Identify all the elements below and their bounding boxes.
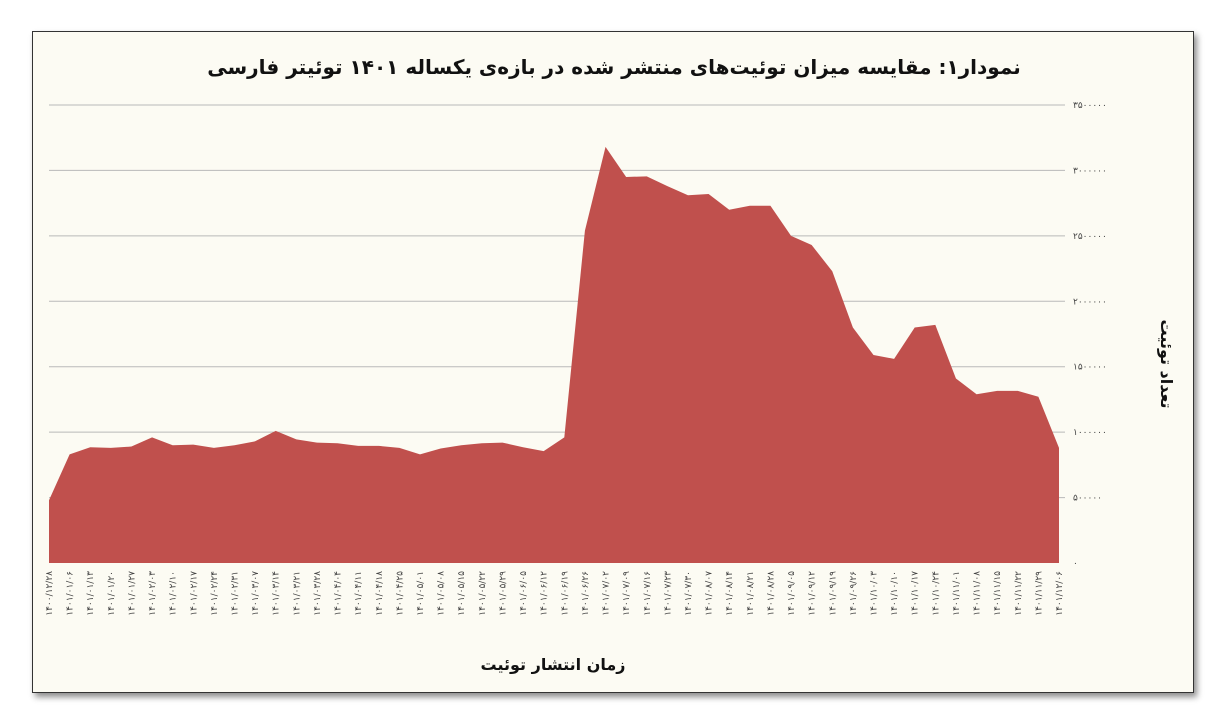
y-tick-label: ۵۰۰۰۰۰ xyxy=(1073,494,1102,504)
x-tick-label: ۱۴۰۱/۰۵/۰۱ xyxy=(416,571,426,616)
x-tick-label: ۱۴۰۱/۰۱/۰۶ xyxy=(66,571,76,616)
x-tick-label: ۱۴۰۱/۰۷/۳۰ xyxy=(684,571,694,616)
x-axis-title: زمان انتشار توئیت xyxy=(481,655,626,674)
x-tick-label: ۱۴۰۱/۱۱/۲۹ xyxy=(1034,571,1044,616)
x-tick-label: ۱۴۰۱/۰۷/۰۹ xyxy=(622,571,632,616)
chart-frame: نمودار۱: مقایسه میزان توئیت‌های منتشر شد… xyxy=(32,31,1194,693)
x-tick-label: ۱۴۰۱/۰۸/۲۱ xyxy=(746,571,756,616)
x-tick-label: ۱۴۰۱/۰۸/۰۷ xyxy=(705,571,715,616)
x-tick-label: ۱۴۰۱/۰۶/۱۲ xyxy=(540,571,550,616)
x-tick-label: ۱۴۰۱/۰۲/۰۳ xyxy=(148,571,158,616)
x-tick-label: ۱۴۰۱/۰۶/۲۶ xyxy=(581,571,591,616)
x-tick-label: ۱۴۰۱/۰۸/۲۸ xyxy=(766,571,776,616)
x-tick-label: ۱۴۰۱/۰۴/۱۸ xyxy=(375,571,385,616)
y-tick-label: ۳۰۰۰۰۰۰ xyxy=(1073,166,1107,176)
x-tick-label: ۱۴۰۱/۱۱/۰۱ xyxy=(952,571,962,616)
x-tick-label: ۱۴۰۱/۰۵/۲۲ xyxy=(478,571,488,616)
x-tick-label: ۱۴۰۱/۱۱/۲۲ xyxy=(1014,571,1024,616)
y-axis-title: تعداد توئیت xyxy=(1157,319,1176,408)
x-tick-label: ۱۴۰۱/۰۵/۲۹ xyxy=(498,571,508,616)
x-tick-label: ۱۴۰۱/۰۹/۱۲ xyxy=(808,571,818,616)
x-tick-label: ۱۴۰۱/۰۱/۲۷ xyxy=(127,571,137,616)
x-tick-label: ۱۴۰۱/۱۰/۱۷ xyxy=(911,571,921,616)
y-tick-label: ۲۰۰۰۰۰۰ xyxy=(1073,297,1107,307)
y-tick-label: ۲۵۰۰۰۰۰ xyxy=(1073,232,1107,242)
x-tick-label: ۱۴۰۱/۰۵/۱۵ xyxy=(457,571,467,616)
x-tick-label: ۱۴۰۱/۰۷/۰۲ xyxy=(602,571,612,616)
x-tick-label: ۱۴۰۱/۰۹/۰۵ xyxy=(787,571,797,616)
x-tick-label: ۱۴۰۱/۱۰/۰۳ xyxy=(869,571,879,616)
x-tick-label: ۱۴۰۱/۰۸/۱۴ xyxy=(725,571,735,616)
x-tick-label: ۱۴۰۱/۰۳/۰۷ xyxy=(251,571,261,616)
y-tick-label: ۱۰۰۰۰۰۰ xyxy=(1073,428,1107,438)
x-tick-label: ۱۴۰۱/۰۶/۱۹ xyxy=(560,571,570,616)
x-tick-label: ۱۴۰۱/۰۹/۲۶ xyxy=(849,571,859,616)
chart-title: نمودار۱: مقایسه میزان توئیت‌های منتشر شد… xyxy=(207,55,1021,79)
x-tick-label: ۱۴۰۱/۰۹/۱۹ xyxy=(828,571,838,616)
x-tick-label: ۱۴۰۱/۰۴/۲۵ xyxy=(395,571,405,616)
y-tick-label: ۳۵۰۰۰۰۰ xyxy=(1073,101,1107,111)
y-tick-label: ۱۵۰۰۰۰۰ xyxy=(1073,363,1107,373)
x-tick-label: ۱۴۰۱/۰۷/۱۶ xyxy=(643,571,653,616)
area-series xyxy=(49,146,1059,563)
x-tick-label: ۱۴۰۱/۰۲/۱۰ xyxy=(169,571,179,616)
x-tick-label: ۱۴۰۱/۱۱/۰۸ xyxy=(973,571,983,616)
x-tick-label: ۱۴۰۰/۱۲/۲۸ xyxy=(45,571,55,616)
x-tick-label: ۱۴۰۱/۰۳/۲۱ xyxy=(292,571,302,616)
x-tick-label: ۱۴۰۱/۱۰/۲۴ xyxy=(931,571,941,616)
x-tick-label: ۱۴۰۱/۰۱/۲۰ xyxy=(107,571,117,616)
x-tick-label: ۱۴۰۱/۰۲/۳۱ xyxy=(231,571,241,616)
area-layer xyxy=(49,146,1059,563)
x-axis-ticks: ۱۴۰۰/۱۲/۲۸ ۱۴۰۱/۰۱/۰۶ ۱۴۰۱/۰۱/۱۳ ۱۴۰۱/۰۱/۲۰… xyxy=(45,571,1065,616)
x-tick-label: ۱۴۰۱/۰۵/۰۸ xyxy=(437,571,447,616)
x-tick-label: ۱۴۰۱/۰۲/۱۷ xyxy=(189,571,199,616)
x-tick-label: ۱۴۰۱/۰۴/۰۴ xyxy=(334,571,344,616)
y-tick-label: ۰ xyxy=(1073,559,1078,569)
x-tick-label: ۱۴۰۱/۰۳/۲۸ xyxy=(313,571,323,616)
y-axis-ticks: ۰ ۵۰۰۰۰۰ ۱۰۰۰۰۰۰ ۱۵۰۰۰۰۰ ۲۰۰۰۰۰۰ ۲۵۰۰۰۰۰ ۳۰۰۰۰… xyxy=(1073,101,1107,569)
x-tick-label: ۱۴۰۱/۰۱/۱۳ xyxy=(86,571,96,616)
x-tick-label: ۱۴۰۱/۱۱/۱۵ xyxy=(993,571,1003,616)
gridlines xyxy=(49,104,1065,499)
x-tick-label: ۱۴۰۱/۰۴/۱۱ xyxy=(354,571,364,616)
area-chart: نمودار۱: مقایسه میزان توئیت‌های منتشر شد… xyxy=(45,55,1176,674)
x-tick-label: ۱۴۰۱/۰۷/۲۳ xyxy=(663,571,673,616)
x-tick-label: ۱۴۰۱/۰۳/۱۴ xyxy=(272,571,282,616)
x-tick-label: ۱۴۰۱/۱۰/۱۰ xyxy=(890,571,900,616)
x-tick-label: ۱۴۰۱/۱۲/۰۶ xyxy=(1055,571,1065,616)
x-tick-label: ۱۴۰۱/۰۶/۰۵ xyxy=(519,571,529,616)
x-tick-label: ۱۴۰۱/۰۲/۲۴ xyxy=(210,571,220,616)
